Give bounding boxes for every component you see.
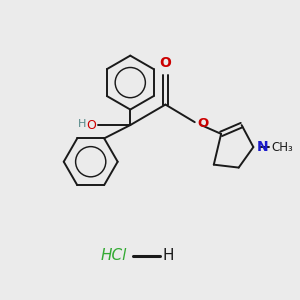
Text: H: H [163, 248, 174, 263]
Text: O: O [160, 56, 171, 70]
Text: N: N [257, 140, 269, 154]
Text: O: O [198, 117, 209, 130]
Text: H: H [78, 119, 86, 129]
Text: O: O [86, 118, 96, 132]
Text: HCl: HCl [101, 248, 127, 263]
Text: CH₃: CH₃ [271, 141, 293, 154]
